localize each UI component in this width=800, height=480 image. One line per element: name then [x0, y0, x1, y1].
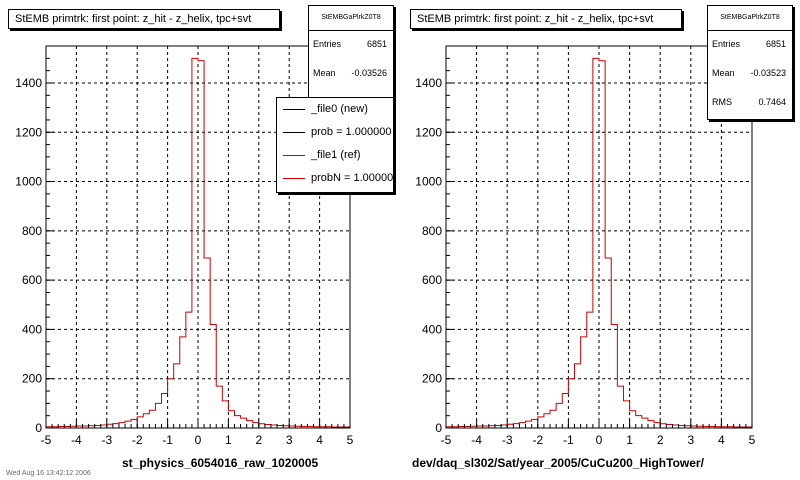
y-tick-label: 800 — [422, 224, 442, 238]
y-tick-label: 1000 — [415, 175, 442, 189]
plot-title-left: StEMB primtrk: first point: z_hit - z_he… — [8, 9, 280, 29]
y-tick-label: 200 — [22, 372, 42, 386]
stats-row-mean-right: Mean -0.03523 — [708, 60, 792, 89]
y-tick-label: 600 — [22, 273, 42, 287]
footer-timestamp: Wed Aug 16 13:42:12 2006 — [6, 470, 91, 477]
plot-title-right: StEMB primtrk: first point: z_hit - z_he… — [410, 9, 682, 29]
x-tick-label: 0 — [195, 433, 202, 447]
x-tick-label: 5 — [347, 433, 354, 447]
x-tick-label: 1 — [225, 433, 232, 447]
x-tick-label: 2 — [657, 433, 664, 447]
x-tick-label: -3 — [101, 433, 112, 447]
x-tick-label: 0 — [596, 433, 603, 447]
legend-item-probn: probN = 1.000000 — [277, 167, 393, 190]
stats-entries-value-right: 6851 — [765, 39, 786, 49]
legend-line-file1 — [283, 155, 305, 156]
x-tick-label: 4 — [718, 433, 725, 447]
histogram-plot-left: -5 -4 -3 -2 -1 0 1 2 3 4 5 0 200 400 600 800 1000 1200 140… — [15, 45, 354, 447]
stats-mean-value-left: -0.03526 — [351, 68, 387, 78]
stats-box-right: StEMBGaPlrkZ0T8 Entries 6851 Mean -0.035… — [707, 5, 793, 120]
x-axis-label-right: dev/daq_sl302/Sat/year_2005/CuCu200_High… — [412, 456, 704, 470]
x-tick-label: -4 — [471, 433, 482, 447]
x-tick-label: 3 — [687, 433, 694, 447]
stats-rms-label-right: RMS — [712, 97, 732, 107]
y-tick-label: 200 — [422, 372, 442, 386]
stats-row-entries-left: Entries 6851 — [309, 31, 393, 60]
stats-entries-value-left: 6851 — [366, 39, 387, 49]
stats-row-entries-right: Entries 6851 — [708, 31, 792, 60]
stats-entries-label-right: Entries — [712, 39, 741, 49]
y-tick-label: 0 — [35, 421, 42, 435]
legend-line-probn — [283, 178, 305, 179]
x-tick-label: -5 — [441, 433, 452, 447]
x-tick-label: 4 — [316, 433, 323, 447]
y-tick-label: 400 — [22, 322, 42, 336]
legend-item-prob: prob = 1.000000 — [277, 121, 393, 144]
legend-label-prob: prob = 1.000000 — [311, 126, 392, 138]
y-tick-label: 0 — [435, 421, 442, 435]
y-tick-label: 400 — [422, 322, 442, 336]
x-axis-label-left: st_physics_6054016_raw_1020005 — [122, 456, 319, 470]
stats-mean-value-right: -0.03523 — [750, 68, 786, 78]
plot-title-left-text: StEMB primtrk: first point: z_hit - z_he… — [15, 13, 252, 25]
stats-name-right: StEMBGaPlrkZ0T8 — [708, 6, 792, 31]
y-tick-label: 1200 — [415, 125, 442, 139]
legend-item-file1: _file1 (ref) — [277, 144, 393, 167]
x-tick-label: -1 — [563, 433, 574, 447]
stats-mean-label-left: Mean — [313, 68, 336, 78]
histogram-plot-right: -5 -4 -3 -2 -1 0 1 2 3 4 5 0 200 400 600 800 1000 1200 140… — [415, 45, 756, 447]
legend-label-file0: _file0 (new) — [311, 103, 368, 115]
legend-label-file1: _file1 (ref) — [311, 149, 361, 161]
x-tick-label: 5 — [749, 433, 756, 447]
x-tick-label: 1 — [626, 433, 633, 447]
legend-item-file0: _file0 (new) — [277, 98, 393, 121]
legend-line-prob — [283, 132, 305, 133]
y-tick-label: 1400 — [15, 76, 42, 90]
y-tick-label: 1400 — [415, 76, 442, 90]
legend-box: _file0 (new) prob = 1.000000 _file1 (ref… — [276, 97, 394, 193]
x-tick-label: -5 — [41, 433, 52, 447]
x-tick-label: -4 — [71, 433, 82, 447]
stats-rms-value-right: 0.7464 — [758, 97, 786, 107]
stats-mean-label-right: Mean — [712, 68, 735, 78]
legend-line-file0 — [283, 109, 305, 110]
x-tick-label: -1 — [162, 433, 173, 447]
x-tick-label: 3 — [286, 433, 293, 447]
x-tick-label: -3 — [502, 433, 513, 447]
legend-label-probn: probN = 1.000000 — [311, 172, 394, 184]
stats-row-rms-right: RMS 0.7464 — [708, 89, 792, 118]
y-tick-label: 1000 — [15, 175, 42, 189]
y-tick-label: 800 — [22, 224, 42, 238]
x-tick-label: 2 — [255, 433, 262, 447]
stats-box-left: StEMBGaPlrkZ0T8 Entries 6851 Mean -0.035… — [308, 5, 394, 105]
x-tick-label: -2 — [532, 433, 543, 447]
stats-entries-label-left: Entries — [313, 39, 342, 49]
y-tick-label: 600 — [422, 273, 442, 287]
stats-name-left: StEMBGaPlrkZ0T8 — [309, 6, 393, 31]
plot-title-right-text: StEMB primtrk: first point: z_hit - z_he… — [417, 13, 654, 25]
y-tick-label: 1200 — [15, 125, 42, 139]
stats-row-mean-left: Mean -0.03526 — [309, 60, 393, 89]
x-tick-label: -2 — [132, 433, 143, 447]
